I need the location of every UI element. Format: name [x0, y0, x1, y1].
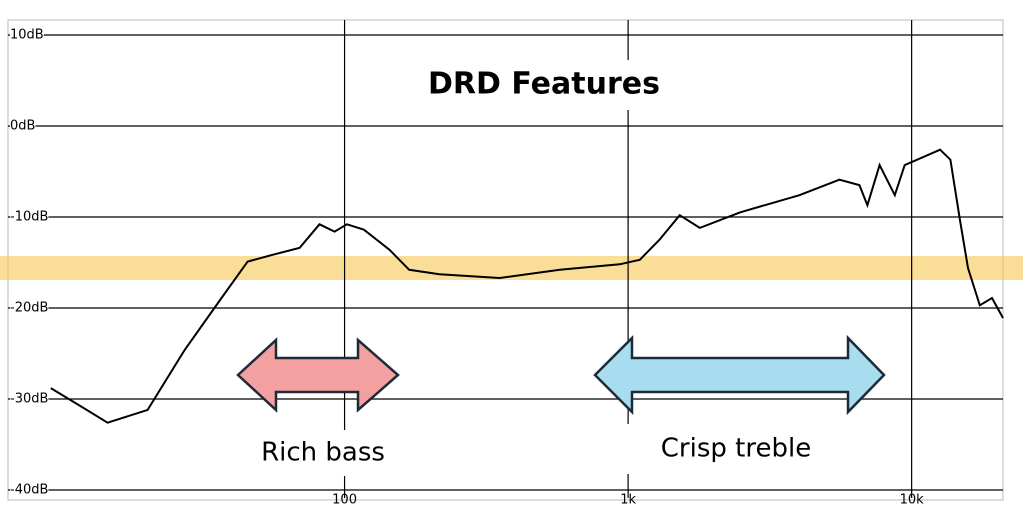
- treble-label: Crisp treble: [661, 434, 811, 464]
- y-tick-label: -10dB: [10, 210, 48, 225]
- y-tick-label: 0dB: [10, 119, 35, 134]
- y-tick-label-bg: [10, 209, 49, 225]
- x-tick-label: 10k: [900, 493, 925, 508]
- bass-label: Rich bass: [261, 438, 385, 468]
- bass-label-box: [218, 430, 428, 476]
- y-tick-label-bg: [10, 300, 49, 316]
- treble-label-box: [625, 424, 847, 474]
- x-tick-label: 100: [332, 493, 357, 508]
- chart-title: DRD Features: [428, 67, 660, 102]
- y-tick-label: 10dB: [10, 28, 44, 43]
- y-tick-label-bg: [10, 482, 49, 498]
- treble-arrow: [593, 334, 886, 416]
- y-tick-label-bg: [10, 391, 49, 407]
- bass-arrow: [236, 337, 400, 413]
- title-box: [385, 60, 703, 110]
- y-tick-label: -40dB: [10, 483, 48, 498]
- y-tick-label: -30dB: [10, 392, 48, 407]
- y-tick-label: -20dB: [10, 301, 48, 316]
- y-tick-label-bg: [10, 27, 44, 43]
- x-tick-label: 1k: [620, 493, 636, 508]
- y-tick-label-bg: [10, 118, 36, 134]
- response-curve: [50, 148, 1004, 424]
